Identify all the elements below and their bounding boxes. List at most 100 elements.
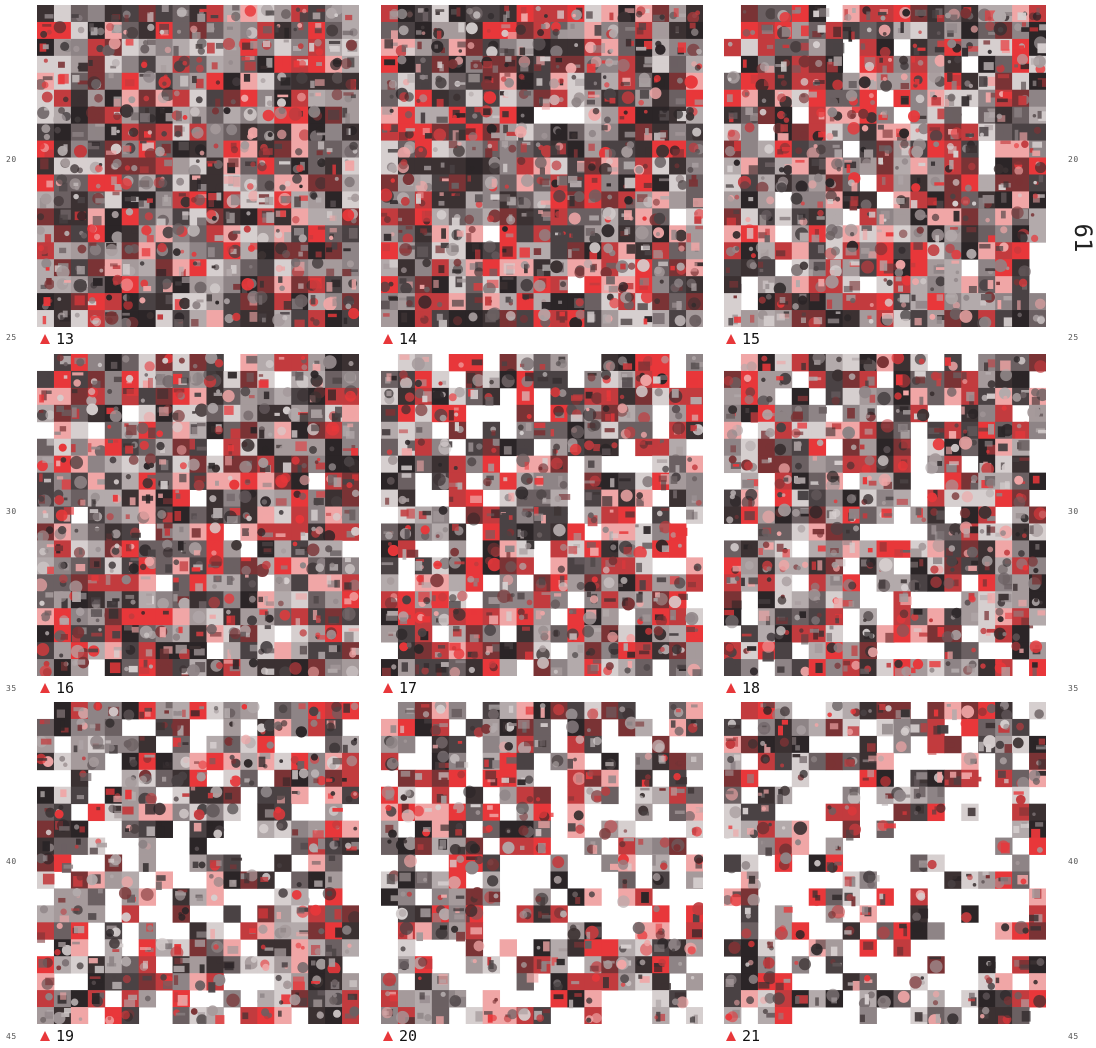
mosaic-tile — [397, 735, 416, 754]
mosaic-tile — [37, 922, 55, 943]
mosaic-tile — [240, 922, 258, 940]
mosaic-tile — [669, 310, 687, 327]
mosaic-tile — [53, 421, 72, 440]
mosaic-tile — [740, 506, 759, 524]
mosaic-tile — [257, 489, 275, 508]
mosaic-tile — [944, 735, 962, 754]
mosaic-tile — [927, 523, 949, 543]
mosaic-tile — [325, 242, 343, 260]
mosaic-tile — [550, 259, 568, 277]
mosaic-tile — [724, 225, 742, 243]
mosaic-tile — [138, 786, 157, 807]
mosaic-tile — [908, 574, 928, 592]
mosaic-tile — [618, 506, 636, 524]
mosaic-tile — [397, 506, 417, 524]
mosaic-tile — [381, 140, 399, 158]
mosaic-tile — [774, 421, 793, 440]
mosaic-tile — [808, 540, 830, 558]
mosaic-tile — [499, 659, 517, 676]
mosaic-tile — [172, 123, 190, 141]
mosaic-tile — [499, 157, 517, 175]
mosaic-tile — [257, 506, 275, 524]
mosaic-tile — [223, 506, 242, 524]
mosaic-tile — [189, 208, 209, 227]
mosaic-tile — [291, 276, 309, 294]
mosaic-tile — [273, 803, 292, 822]
mosaic-tile — [842, 5, 860, 23]
mosaic-tile — [686, 174, 703, 192]
mosaic-tile — [240, 702, 260, 720]
mosaic-tile — [482, 438, 502, 457]
mosaic-tile — [223, 123, 241, 141]
mosaic-tile — [499, 89, 517, 108]
mosaic-tile — [104, 574, 123, 592]
mosaic-tile — [206, 752, 224, 771]
mosaic-tile — [87, 506, 106, 524]
mosaic-tile — [910, 55, 928, 74]
mosaic-tile — [649, 208, 670, 227]
mosaic-tile — [927, 123, 945, 143]
mosaic-tile — [927, 421, 945, 440]
mosaic-tile — [1012, 354, 1030, 372]
mosaic-tile — [104, 472, 123, 490]
caption-16: 16 — [40, 679, 74, 697]
mosaic-tile — [308, 625, 327, 643]
mosaic-tile — [618, 106, 636, 125]
mosaic-tile — [978, 871, 996, 889]
mosaic-tile — [724, 208, 742, 228]
mosaic-tile — [533, 956, 552, 974]
mosaic-tile — [274, 990, 292, 1008]
mosaic-tile — [342, 625, 359, 643]
mosaic-tile — [944, 174, 962, 192]
mosaic-tiles — [724, 702, 1046, 1024]
mosaic-tile — [308, 506, 326, 524]
mosaic-tile — [381, 188, 402, 209]
mosaic-tile — [482, 123, 501, 141]
mosaic-tile — [995, 174, 1013, 192]
mosaic-tile — [37, 191, 55, 209]
mosaic-tile — [995, 140, 1013, 158]
mosaic-tile — [257, 21, 275, 40]
mosaic-tile — [381, 421, 399, 440]
mosaic-tile — [104, 922, 123, 940]
mosaic-tile — [601, 786, 619, 805]
mosaic-tile — [842, 106, 860, 125]
mosaic-tile — [274, 225, 292, 243]
mosaic-tile — [274, 769, 293, 788]
mosaic-tile — [325, 310, 343, 327]
mosaic-tile — [273, 718, 292, 737]
mosaic-tile — [533, 276, 551, 294]
mosaic-tile — [499, 506, 517, 524]
mosaic-tile — [567, 888, 585, 906]
mosaic-tile — [516, 786, 534, 805]
mosaic-tile — [774, 106, 793, 125]
mosaic-tile — [533, 472, 551, 490]
mosaic-tile — [550, 438, 568, 458]
mosaic-tile — [876, 540, 894, 558]
mosaic-tile — [516, 557, 534, 575]
mosaic-tile — [87, 354, 106, 372]
mosaic-tile — [465, 922, 484, 940]
mosaic-panel-19 — [37, 702, 359, 1024]
mosaic-tile — [790, 191, 810, 209]
mosaic-tile — [121, 55, 141, 74]
mosaic-tile — [978, 625, 999, 643]
mosaic-tile — [274, 276, 292, 294]
mosaic-tile — [53, 404, 72, 423]
mosaic-tile — [291, 768, 309, 788]
mosaic-tile — [550, 973, 568, 992]
mosaic-tile — [381, 242, 399, 260]
mosaic-tile — [825, 470, 844, 493]
mosaic-tile — [308, 523, 326, 541]
mosaic-tile — [1029, 123, 1046, 141]
mosaic-tile — [617, 5, 636, 26]
mosaic-tile — [859, 489, 877, 507]
caption-label: 14 — [399, 330, 418, 348]
mosaic-tile — [121, 293, 140, 311]
mosaic-tile — [583, 259, 602, 277]
mosaic-tile — [652, 735, 670, 754]
mosaic-tile — [274, 540, 292, 558]
mosaic-tile — [223, 421, 241, 440]
mosaic-tile — [1029, 752, 1046, 771]
mosaic-tile — [893, 139, 912, 158]
